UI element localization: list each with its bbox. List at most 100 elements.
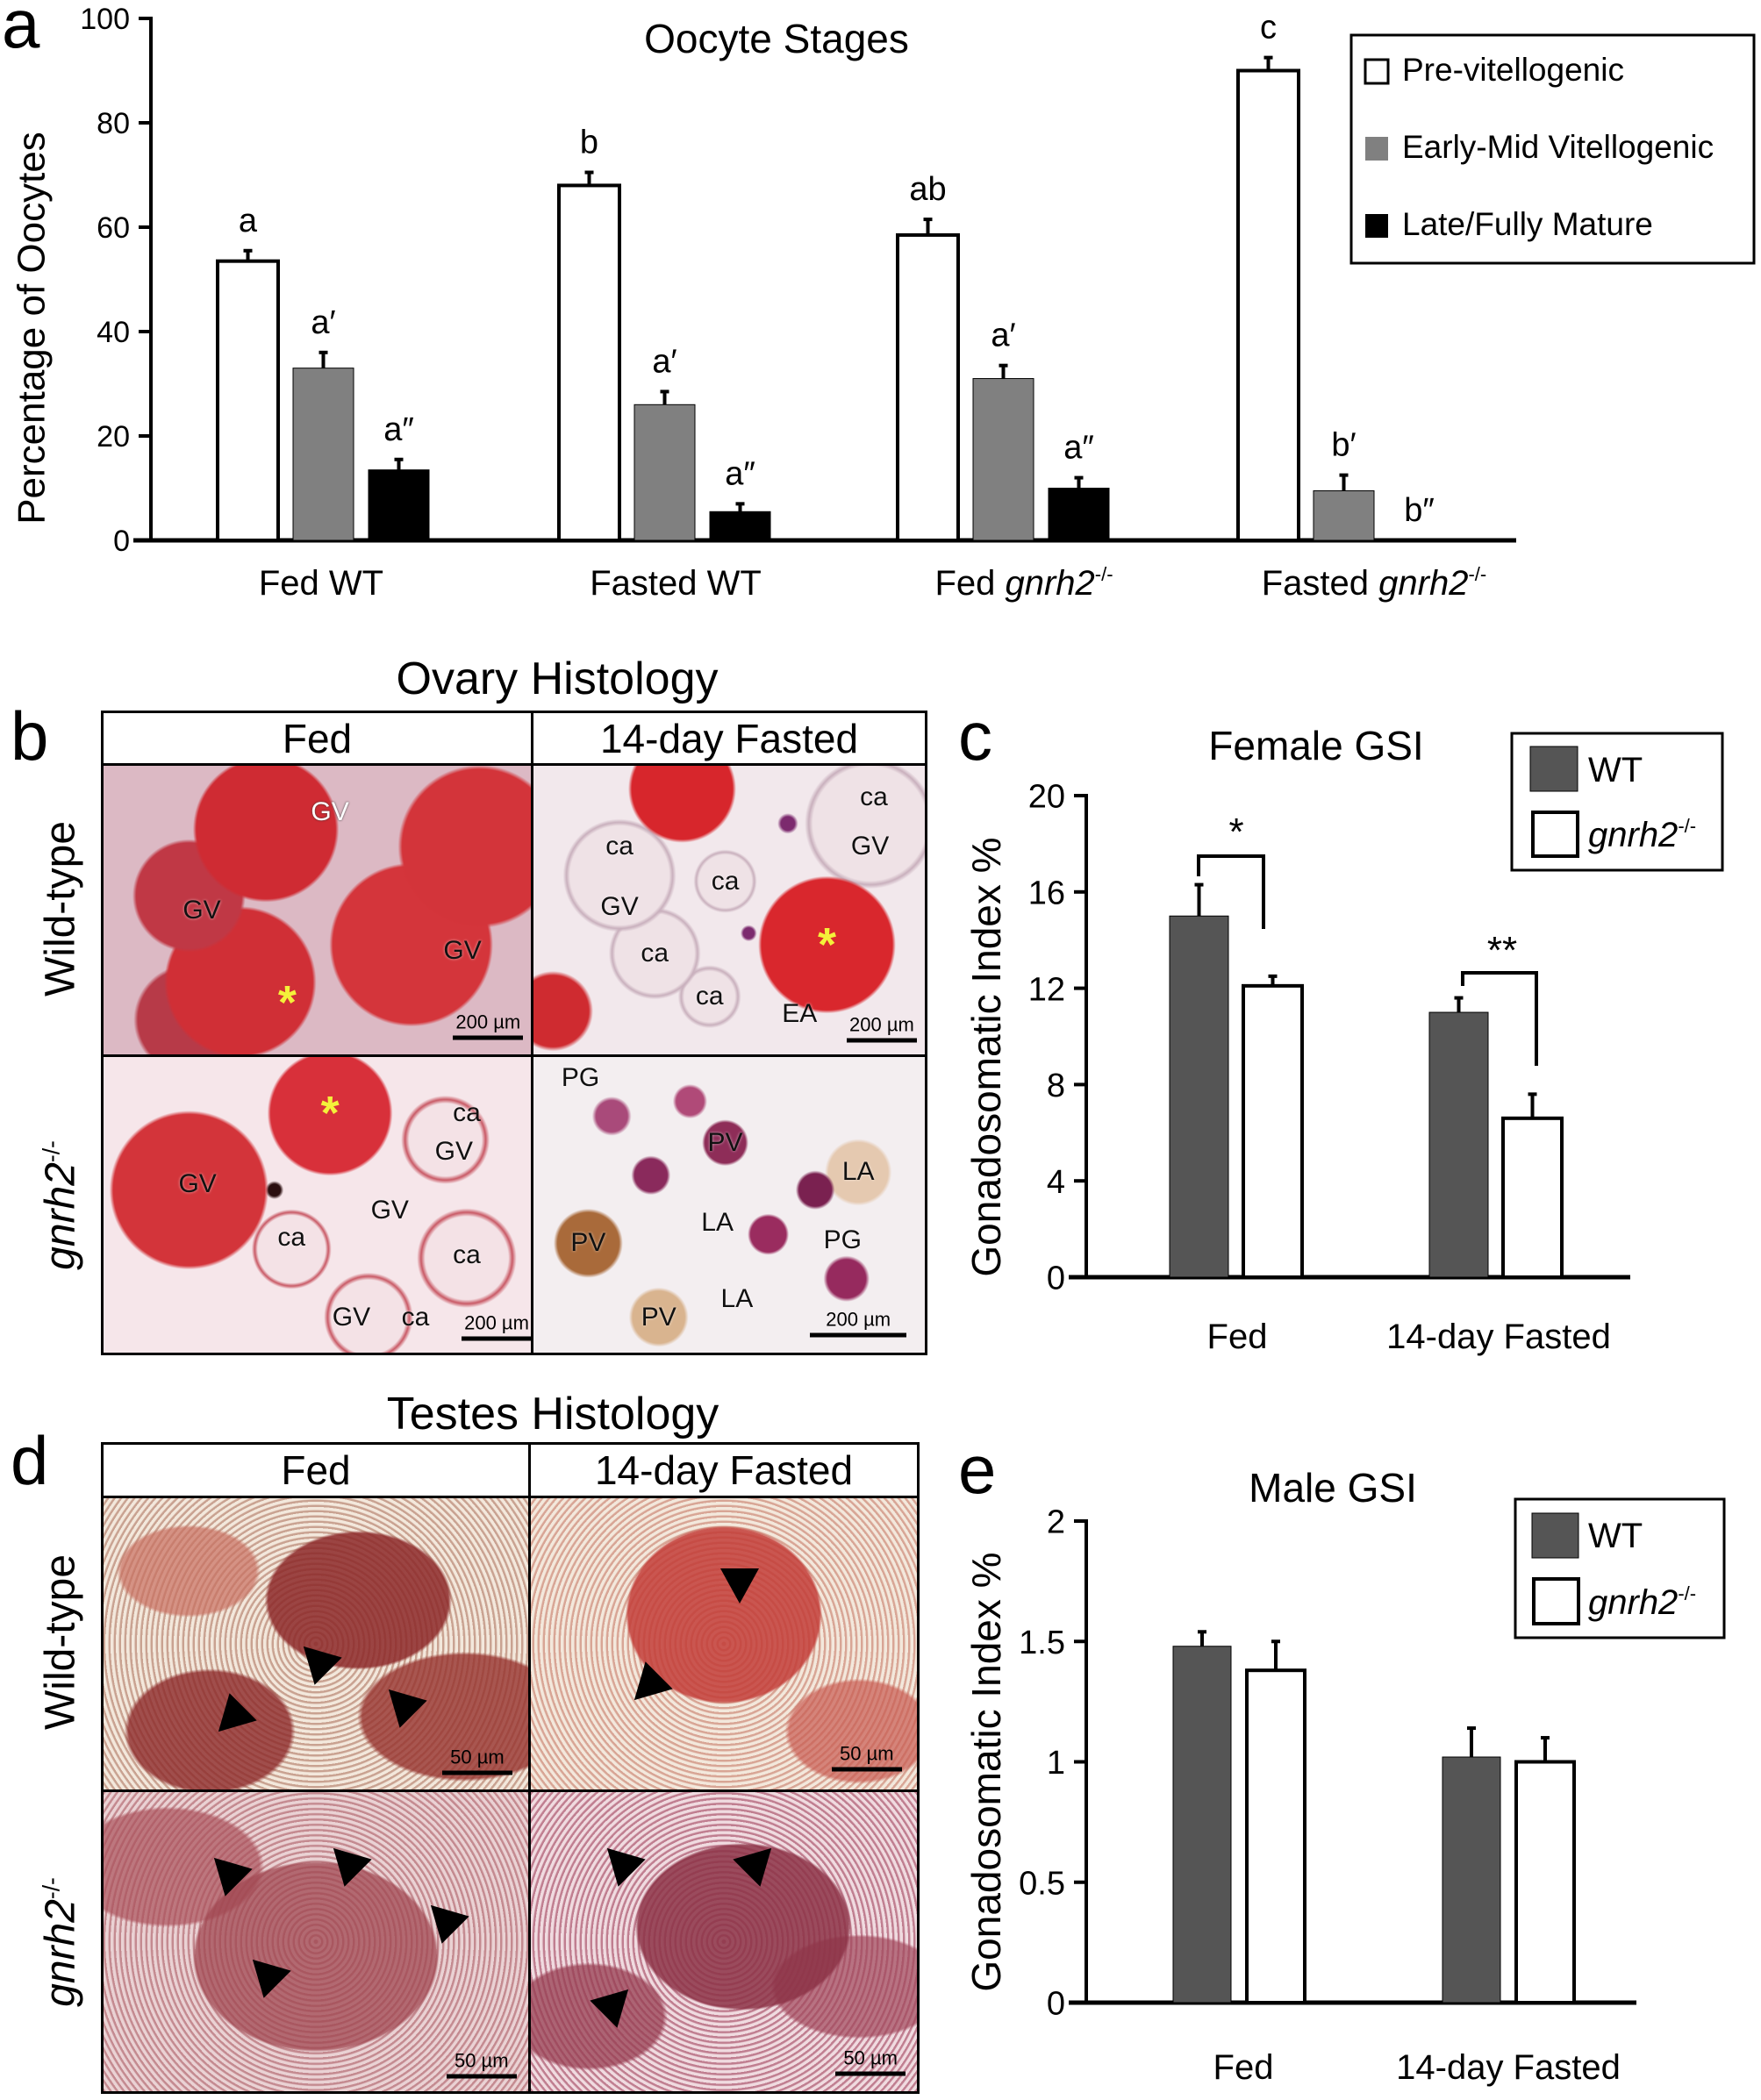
significance-marker: * <box>1228 811 1243 854</box>
label-pv: PV <box>641 1302 676 1332</box>
bar <box>634 404 696 541</box>
bar <box>368 469 430 541</box>
testes-histology-title: Testes Histology <box>386 1389 719 1439</box>
label-ca: ca <box>695 982 724 1011</box>
asterisk-marker: * <box>320 1087 340 1140</box>
significance-bracket <box>1197 854 1265 929</box>
bar <box>1236 68 1300 542</box>
y-tick-label: 16 <box>1028 875 1065 911</box>
label-gv: GV <box>370 1196 409 1225</box>
legend-swatch <box>1365 214 1388 238</box>
y-tick-label: 0 <box>1047 1261 1065 1297</box>
y-tick-label: 1 <box>1047 1745 1065 1782</box>
legend-label: WT <box>1588 751 1643 789</box>
scale-bar: 200 µm <box>810 1308 907 1338</box>
scale-bar-label: 200 µm <box>849 1013 914 1036</box>
scale-bar: 200 µm <box>453 1011 524 1040</box>
y-tick-label: 12 <box>1028 971 1065 1008</box>
significance-letter: a <box>239 203 258 239</box>
label-pg: PG <box>823 1225 863 1254</box>
bar <box>292 368 354 541</box>
bar <box>972 378 1034 541</box>
testes-col-header-fed: Fed <box>104 1445 531 1498</box>
label-ca: ca <box>453 1239 481 1269</box>
label-pg: PG <box>561 1062 600 1092</box>
bar <box>1501 1116 1564 1279</box>
label-gv: GV <box>600 892 639 922</box>
label-gv: GV <box>332 1302 371 1332</box>
significance-marker: ** <box>1487 929 1517 972</box>
label-pv: PV <box>707 1127 743 1157</box>
scale-bar: 50 µm <box>835 2046 906 2076</box>
bar <box>557 183 621 542</box>
legend-swatch <box>1529 746 1578 792</box>
scale-bar-label: 50 µm <box>450 1746 505 1768</box>
chart-title: Female GSI <box>1208 723 1423 768</box>
ovary-image-wt-fasted: ca GV ca ca GV ca ca EA * 200 µm <box>533 766 925 1057</box>
bar <box>1172 1646 1232 2004</box>
label-ca: ca <box>641 938 669 968</box>
legend-swatch <box>1531 811 1579 858</box>
arrowhead-marker <box>719 1568 759 1604</box>
label-ca: ca <box>605 832 634 861</box>
y-axis-label: Gonadosomatic Index % <box>963 837 1009 1276</box>
testes-col-header-fasted: 14-day Fasted <box>531 1445 917 1498</box>
scale-bar-label: 200 µm <box>464 1311 529 1334</box>
bar <box>1514 1760 1576 2004</box>
y-tick-label: 0.5 <box>1019 1865 1065 1902</box>
legend-swatch <box>1532 1577 1580 1625</box>
bar <box>709 511 771 541</box>
significance-letter: a″ <box>1063 430 1094 467</box>
panel-letter-a: a <box>2 0 40 62</box>
y-axis-label: Percentage of Oocytes <box>11 132 54 525</box>
significance-letter: c <box>1260 10 1277 46</box>
scale-bar: 200 µm <box>846 1013 917 1043</box>
label-gv: GV <box>850 832 890 861</box>
scale-bar-label: 50 µm <box>840 1742 894 1765</box>
scale-bar-label: 50 µm <box>454 2049 509 2072</box>
y-tick-label: 80 <box>97 107 130 140</box>
category-label: 14-day Fasted <box>1386 1318 1611 1356</box>
bar <box>1245 1668 1306 2004</box>
ovary-image-wt-fed: GV GV GV * 200 µm <box>104 766 533 1057</box>
panel-letter-b: b <box>11 697 49 775</box>
y-tick-label: 2 <box>1047 1504 1065 1541</box>
y-tick-label: 8 <box>1047 1068 1065 1104</box>
category-label: Fed <box>1207 1318 1268 1356</box>
category-label: Fed WT <box>259 564 383 603</box>
bar <box>1313 489 1375 541</box>
category-label: Fasted gnrh2-/- <box>1262 563 1486 603</box>
ovary-image-gnrh2-fasted: PG PV LA PV LA PG PV LA 200 µm <box>533 1057 925 1353</box>
label-la: LA <box>841 1157 875 1187</box>
ovary-histology-title: Ovary Histology <box>396 654 719 704</box>
ovary-histology-grid: Fed 14-day Fasted GV GV GV * 200 µm ca G… <box>101 711 927 1355</box>
significance-letter: b″ <box>1404 492 1435 529</box>
significance-letter: a″ <box>383 411 414 448</box>
y-tick-label: 0 <box>113 525 130 558</box>
significance-letter: b′ <box>1331 427 1356 464</box>
y-tick-label: 60 <box>97 211 130 245</box>
testes-image-wt-fasted: 50 µm <box>531 1498 917 1792</box>
legend-label: gnrh2-/- <box>1588 815 1696 854</box>
legend-label: Early-Mid Vitellogenic <box>1402 129 1714 165</box>
label-ca: ca <box>401 1302 430 1332</box>
chart-title: Male GSI <box>1249 1465 1417 1511</box>
scale-bar-label: 200 µm <box>826 1308 891 1331</box>
y-tick-label: 100 <box>80 3 130 36</box>
y-tick-label: 40 <box>97 316 130 349</box>
legend-label: gnrh2-/- <box>1588 1582 1696 1622</box>
y-axis-label: Gonadosomatic Index % <box>963 1552 1009 1991</box>
label-ca: ca <box>453 1098 481 1128</box>
category-label: Fasted WT <box>590 564 762 603</box>
scale-bar-label: 50 µm <box>843 2046 898 2069</box>
ovary-image-gnrh2-fed: * ca GV GV GV ca ca GV ca 200 µm <box>104 1057 533 1353</box>
bar <box>1428 1011 1489 1278</box>
y-tick-label: 20 <box>1028 779 1065 816</box>
y-tick-label: 4 <box>1047 1164 1065 1201</box>
ovary-col-header-fed: Fed <box>104 713 533 766</box>
panel-letter-e: e <box>958 1431 997 1508</box>
significance-letter: a′ <box>991 318 1015 354</box>
bar <box>896 232 960 542</box>
scale-bar: 50 µm <box>446 2049 517 2079</box>
